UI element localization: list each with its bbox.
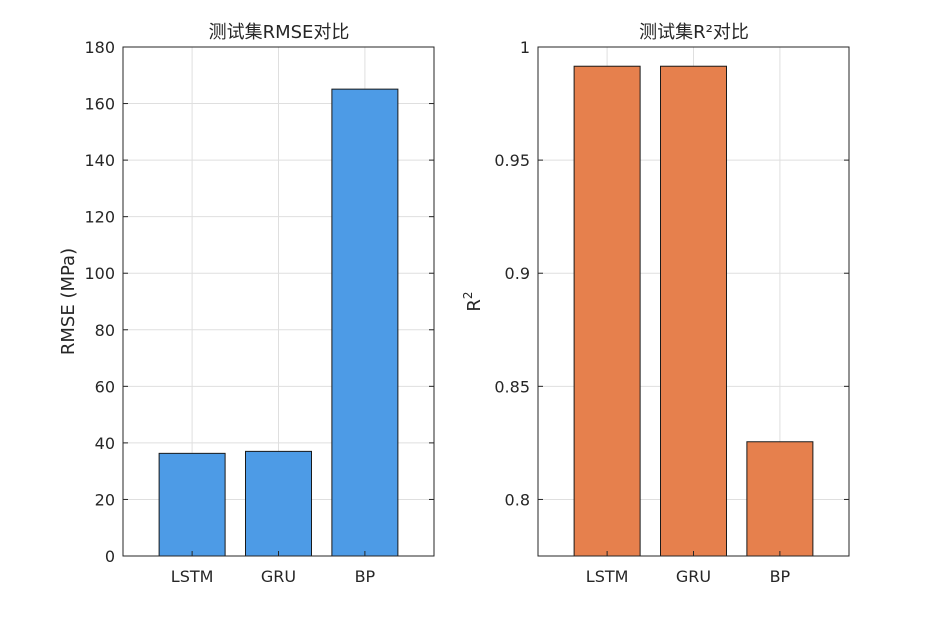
rmse-bar-bp [331,88,399,557]
rmse-ylabel: RMSE (MPa) [58,248,79,355]
r2-chart-panel: 0.8 0.85 0.9 0.95 1 LSTM GRU BP 测试集R²对比 R2 [461,22,850,586]
rmse-xtick-label-lstm: LSTM [171,567,214,586]
rmse-ytick-label: 20 [95,490,115,509]
rmse-ytick-label: 40 [95,434,115,453]
r2-ytick-label: 0.8 [505,490,530,509]
r2-chart-title: 测试集R²对比 [639,22,749,43]
rmse-ytick-label: 160 [84,95,115,114]
r2-xtick-label-gru: GRU [676,567,711,586]
rmse-ytick-label: 60 [95,377,115,396]
r2-ytick-label: 0.95 [494,151,530,170]
r2-ytick-label: 0.85 [494,377,530,396]
rmse-ytick-label: 0 [105,547,115,566]
rmse-bar-gru [245,450,312,557]
r2-bar-gru [660,65,727,557]
rmse-chart-title: 测试集RMSE对比 [209,22,350,43]
r2-xtick-label-lstm: LSTM [586,567,629,586]
rmse-ytick-label: 80 [95,321,115,340]
r2-ytick-label: 1 [520,38,530,57]
rmse-chart-panel: 0 20 40 60 80 100 120 140 160 180 LSTM GRU BP 测试集RMSE… [58,22,435,586]
r2-bar-bp [746,441,814,557]
rmse-ytick-label: 180 [84,38,115,57]
r2-ylabel: R2 [461,291,485,311]
rmse-ytick-label: 140 [84,151,115,170]
rmse-ytick-label: 120 [84,208,115,227]
rmse-xtick-label-gru: GRU [261,567,296,586]
r2-bar-lstm [573,65,641,557]
r2-xtick-label-bp: BP [770,567,791,586]
rmse-bar-lstm [158,452,226,557]
r2-ytick-label: 0.9 [505,264,530,283]
rmse-xtick-label-bp: BP [355,567,376,586]
rmse-ytick-label: 100 [84,264,115,283]
